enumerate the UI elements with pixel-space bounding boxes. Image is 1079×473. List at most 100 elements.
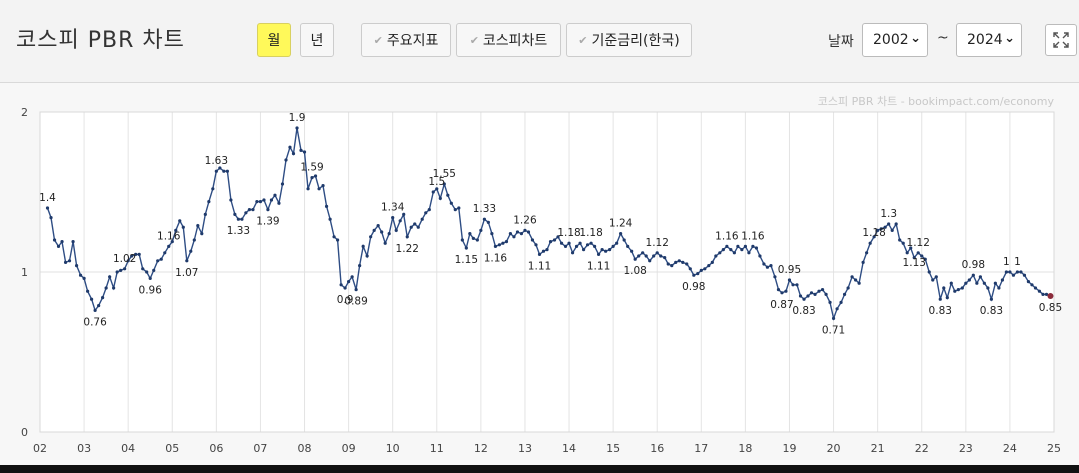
data-point: [82, 276, 86, 280]
data-point: [519, 232, 524, 236]
data-point: [490, 232, 494, 236]
expand-button[interactable]: [1045, 24, 1077, 56]
data-point: [464, 246, 468, 250]
data-point: [537, 252, 542, 256]
data-point: [391, 216, 395, 220]
data-point: [795, 283, 799, 287]
data-point: [901, 241, 905, 245]
data-point: [666, 262, 670, 266]
start-year-select[interactable]: 2002 ⌄: [862, 23, 928, 57]
data-point: [541, 249, 546, 253]
bottom-edge: [0, 465, 1079, 473]
data-point: [850, 275, 854, 279]
data-point: [773, 275, 777, 279]
data-point: [978, 275, 982, 279]
data-point: [501, 241, 505, 245]
data-point: [93, 308, 97, 312]
data-point: [60, 240, 64, 244]
data-point: [52, 238, 57, 242]
data-point: [982, 281, 986, 285]
data-label: 1.33: [227, 225, 250, 237]
data-point: [663, 256, 667, 260]
data-point: [413, 222, 417, 226]
x-tick-label: 21: [871, 442, 885, 455]
data-point: [313, 174, 318, 178]
data-point: [1000, 278, 1005, 282]
x-tick-label: 11: [430, 442, 444, 455]
data-point: [758, 254, 762, 258]
data-point: [585, 243, 590, 247]
data-label: 1.18: [862, 227, 885, 239]
data-point: [449, 201, 453, 205]
data-label: 0.98: [682, 281, 705, 293]
data-point: [725, 244, 729, 248]
data-point: [721, 248, 725, 252]
data-point: [354, 288, 358, 292]
data-point: [652, 254, 656, 258]
data-point: [1008, 270, 1012, 274]
data-label: 1.59: [300, 162, 323, 174]
data-point: [141, 267, 145, 271]
data-point: [839, 300, 843, 304]
data-point: [247, 208, 252, 212]
data-point: [637, 254, 641, 258]
data-point: [809, 291, 814, 295]
data-point: [685, 262, 689, 266]
data-label: 1.16: [157, 230, 181, 242]
data-point: [442, 182, 446, 186]
data-point: [802, 297, 806, 301]
end-year-select[interactable]: 2024 ⌄: [956, 23, 1022, 57]
data-point: [504, 240, 509, 244]
date-label: 날짜: [828, 34, 854, 50]
data-point: [898, 238, 902, 242]
data-point: [468, 232, 472, 236]
data-label: 1.5: [428, 176, 445, 188]
data-point: [692, 273, 696, 277]
data-point: [762, 262, 766, 266]
data-point: [302, 150, 307, 154]
expand-icon: [1053, 32, 1069, 48]
data-point: [347, 280, 351, 284]
data-point: [515, 230, 520, 234]
data-label: 1.39: [256, 216, 279, 228]
data-label: 1.33: [473, 203, 496, 215]
data-point: [1019, 270, 1023, 274]
series-line: [46, 127, 1051, 321]
data-point: [372, 228, 376, 232]
data-point: [409, 225, 413, 229]
x-tick-label: 24: [1003, 442, 1017, 455]
data-point: [879, 227, 883, 231]
data-point: [699, 268, 703, 272]
data-label: 1.3: [880, 208, 897, 220]
data-label: 1: [1014, 256, 1021, 268]
data-label: 0.85: [1039, 302, 1062, 314]
data-point: [273, 193, 277, 197]
data-point: [512, 235, 516, 239]
data-point: [581, 248, 586, 252]
monthly-button[interactable]: 월: [257, 23, 291, 57]
yearly-button[interactable]: 년: [300, 23, 334, 57]
data-point: [655, 251, 659, 255]
data-label: 1.12: [907, 237, 930, 249]
data-point: [486, 220, 490, 224]
data-label: 1.63: [205, 155, 228, 167]
data-point: [236, 217, 240, 221]
toggle-key-indicators[interactable]: ✔ 주요지표: [361, 23, 451, 57]
data-point: [831, 316, 836, 320]
data-point: [424, 211, 428, 215]
data-point: [641, 251, 645, 255]
data-point: [828, 300, 832, 304]
data-point: [108, 275, 112, 279]
data-point: [181, 225, 185, 229]
data-point: [1041, 292, 1045, 296]
toggle-base-rate[interactable]: ✔ 기준금리(한국): [566, 23, 692, 57]
data-point: [214, 169, 218, 173]
x-tick-label: 14: [562, 442, 576, 455]
data-point: [211, 187, 215, 191]
data-point: [920, 254, 924, 258]
toggle-kospi-chart[interactable]: ✔ 코스피차트: [456, 23, 561, 57]
data-point: [152, 268, 156, 272]
data-point: [824, 292, 828, 296]
data-label: 0.76: [83, 316, 107, 328]
data-label: 0.83: [792, 305, 815, 317]
